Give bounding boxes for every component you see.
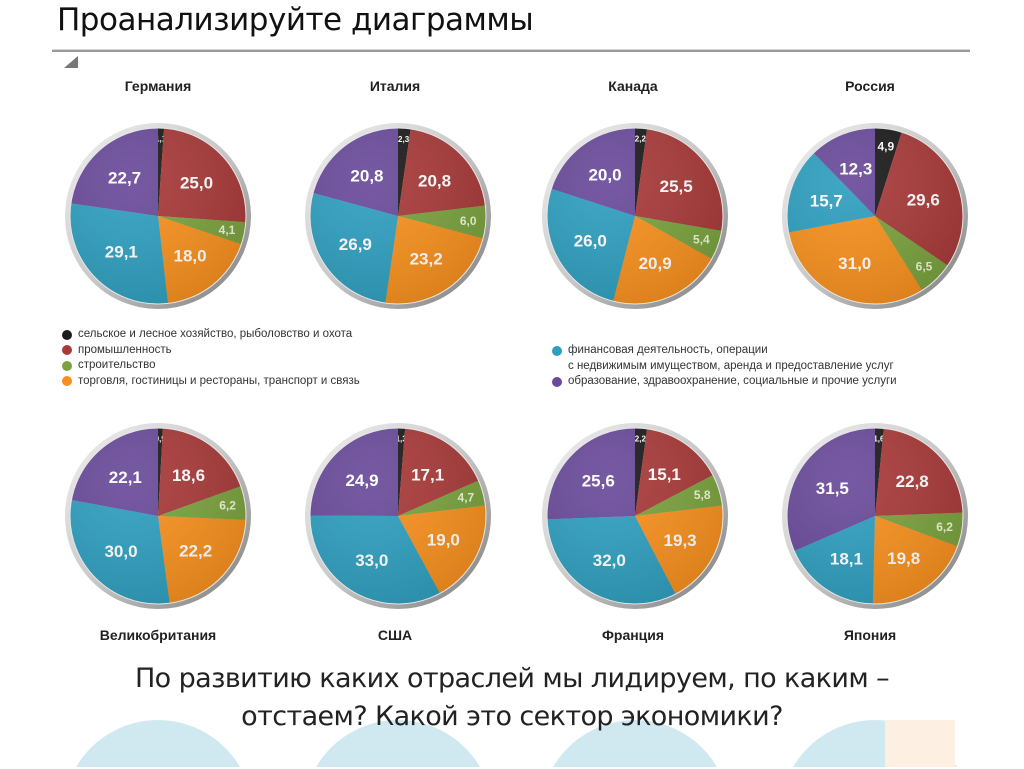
pie-gloss (309, 427, 487, 605)
legend-dot-industry (62, 345, 72, 355)
legend-item-construction: строительство (62, 358, 360, 374)
legend-item-services: образование, здравоохранение, социальные… (552, 374, 897, 390)
pie-gloss (786, 127, 964, 305)
pie-chart-usa: 1,317,14,719,033,024,9 (305, 423, 491, 609)
legend-label: финансовая деятельность, операции (568, 344, 768, 356)
legend-label: строительство (78, 359, 156, 371)
pie-gloss (546, 427, 724, 605)
legend-label: промышленность (78, 343, 172, 356)
pie-gloss (69, 427, 247, 605)
country-title-usa: США (377, 627, 413, 643)
country-title-italy: Италия (369, 78, 421, 94)
country-title-japan: Япония (843, 627, 897, 643)
legend-item-industry: промышленность (62, 343, 360, 359)
question-line-1: По развитию каких отраслей мы лидируем, … (134, 663, 890, 694)
legend-label: образование, здравоохранение, социальные… (568, 375, 897, 387)
pie-gloss (786, 427, 964, 605)
pie-chart-canada: 2,225,55,420,926,020,0 (542, 123, 728, 309)
country-title-uk: Великобритания (99, 627, 217, 643)
legend-label: сельское и лесное хозяйство, рыболовство… (78, 328, 353, 340)
legend-item-trade: торговля, гостиницы и рестораны, транспо… (62, 374, 360, 390)
pie-chart-russia: 4,929,66,531,015,712,3 (782, 123, 968, 309)
corner-marker-icon (64, 56, 78, 68)
legend-dot-trade (62, 376, 72, 386)
question-text: По развитию каких отраслей мы лидируем, … (0, 660, 1024, 736)
legend-label: торговля, гостиницы и рестораны, транспо… (78, 374, 360, 387)
legend-dot-agriculture (62, 329, 72, 340)
legend-left: сельское и лесное хозяйство, рыболовство… (62, 327, 360, 389)
legend-right: финансовая деятельность, операции с недв… (552, 343, 897, 390)
pie-gloss (69, 127, 247, 305)
question-line-2: отстаем? Какой это сектор экономики? (241, 701, 783, 732)
legend-dot-finance (552, 345, 562, 356)
legend-label-continuation: с недвижимым имуществом, аренда и предос… (568, 359, 894, 372)
legend-item-finance: финансовая деятельность, операции (552, 343, 897, 359)
country-title-russia: Россия (845, 78, 895, 94)
chart-reflection (55, 690, 970, 767)
slide-title: Проанализируйте диаграммы (57, 2, 534, 38)
country-title-germany: Германия (124, 78, 192, 94)
country-title-france: Франция (601, 627, 665, 643)
pie-chart-italy: 2,320,86,023,226,920,8 (305, 123, 491, 309)
reflection-shapes (76, 720, 957, 767)
pie-gloss (546, 127, 724, 305)
pie-gloss (309, 127, 487, 305)
legend-item-agriculture: сельское и лесное хозяйство, рыболовство… (62, 327, 360, 343)
pie-chart-france: 2,215,15,819,332,025,6 (542, 423, 728, 609)
pie-chart-germany: 1,125,04,118,029,122,7 (65, 123, 251, 309)
pie-chart-japan: 1,622,86,219,818,131,5 (782, 423, 968, 609)
legend-dot-services (552, 376, 562, 387)
pie-chart-uk: 0,918,66,222,230,022,1 (65, 423, 251, 609)
legend-dot-construction (62, 360, 72, 371)
country-title-canada: Канада (608, 78, 658, 94)
